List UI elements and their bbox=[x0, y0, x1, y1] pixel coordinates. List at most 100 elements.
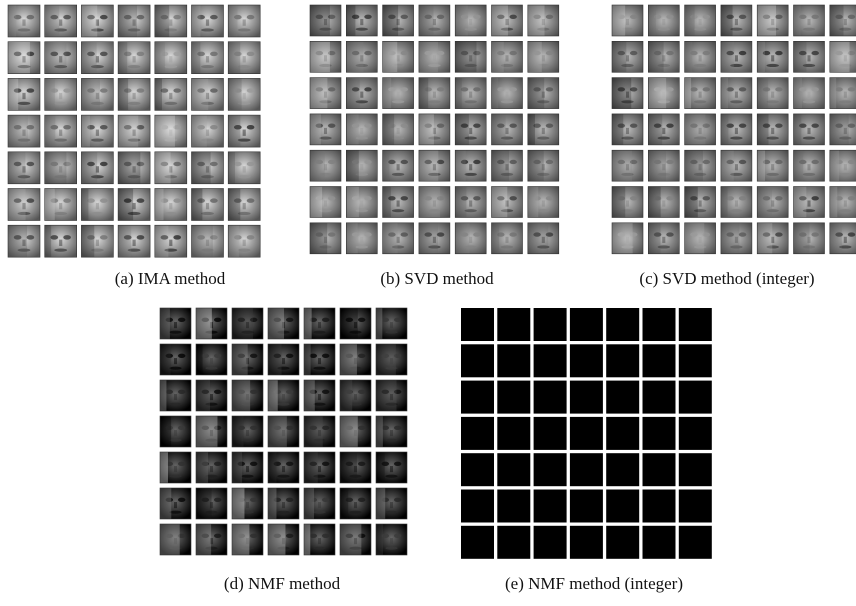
mouth bbox=[313, 511, 325, 514]
shading bbox=[794, 5, 801, 36]
face-image bbox=[268, 308, 299, 339]
shading bbox=[310, 187, 322, 218]
shading bbox=[612, 78, 631, 109]
face-image bbox=[794, 5, 825, 36]
eye bbox=[247, 125, 255, 129]
eye bbox=[328, 196, 335, 200]
shading bbox=[160, 416, 171, 447]
face-image bbox=[346, 78, 377, 109]
nose bbox=[505, 55, 508, 61]
nose bbox=[807, 200, 810, 206]
face-image bbox=[81, 152, 113, 184]
mouth bbox=[392, 209, 404, 212]
face-image bbox=[534, 417, 567, 450]
mouth bbox=[201, 65, 214, 68]
cell bbox=[643, 490, 676, 523]
eye bbox=[286, 390, 293, 394]
eye bbox=[546, 196, 553, 200]
face-image bbox=[376, 416, 407, 447]
cell bbox=[570, 344, 603, 377]
eye bbox=[214, 390, 221, 394]
nose bbox=[169, 56, 172, 62]
mouth bbox=[767, 64, 779, 67]
eye bbox=[100, 15, 108, 19]
face-grid bbox=[160, 308, 407, 555]
nose bbox=[59, 19, 62, 25]
face-image bbox=[612, 223, 643, 254]
shading bbox=[346, 78, 359, 109]
shading bbox=[528, 78, 544, 109]
cell bbox=[461, 526, 494, 559]
face-image bbox=[643, 490, 676, 523]
eye bbox=[210, 198, 218, 202]
face-image bbox=[528, 5, 559, 36]
eye bbox=[234, 162, 242, 166]
cell bbox=[643, 381, 676, 414]
eye bbox=[703, 160, 710, 164]
face-image bbox=[376, 344, 407, 375]
mouth bbox=[164, 65, 177, 68]
face-image bbox=[528, 187, 559, 218]
mouth bbox=[91, 212, 104, 215]
eye bbox=[546, 160, 553, 164]
shading bbox=[383, 5, 399, 36]
caption: (b) SVD method bbox=[380, 269, 494, 288]
eye bbox=[286, 498, 293, 502]
eye bbox=[739, 124, 746, 128]
shading bbox=[685, 223, 705, 254]
face-image bbox=[455, 5, 486, 36]
face-image bbox=[346, 187, 377, 218]
shading bbox=[346, 114, 358, 145]
face-image bbox=[192, 42, 224, 74]
mouth bbox=[54, 138, 67, 141]
shading bbox=[232, 308, 253, 339]
face-image bbox=[497, 417, 530, 450]
eye bbox=[666, 124, 673, 128]
face-image bbox=[679, 417, 712, 450]
eye bbox=[401, 15, 408, 19]
mouth bbox=[18, 28, 31, 31]
face-image bbox=[340, 308, 371, 339]
nose bbox=[542, 200, 545, 206]
nose bbox=[807, 128, 810, 134]
face-image bbox=[155, 115, 187, 147]
face-image bbox=[497, 453, 530, 486]
eye bbox=[358, 354, 365, 358]
face-image bbox=[232, 308, 263, 339]
face-image bbox=[497, 344, 530, 377]
eye bbox=[509, 87, 516, 91]
nose bbox=[354, 502, 357, 508]
eye bbox=[247, 235, 255, 239]
face-image bbox=[268, 488, 299, 519]
face-image bbox=[679, 344, 712, 377]
shading bbox=[648, 5, 656, 36]
cell bbox=[606, 417, 639, 450]
face-image bbox=[45, 78, 77, 110]
eye bbox=[630, 196, 637, 200]
face-image bbox=[304, 344, 335, 375]
eye bbox=[63, 125, 71, 129]
eye bbox=[739, 51, 746, 55]
nose bbox=[174, 322, 177, 328]
face-image bbox=[45, 225, 77, 257]
shading bbox=[196, 416, 217, 447]
mouth bbox=[428, 100, 440, 103]
face-image bbox=[45, 42, 77, 74]
nose bbox=[360, 19, 363, 25]
eye bbox=[666, 51, 673, 55]
eye bbox=[811, 15, 818, 19]
mouth bbox=[164, 102, 177, 105]
face-image bbox=[648, 114, 679, 145]
mouth bbox=[277, 511, 289, 514]
mouth bbox=[91, 138, 104, 141]
shading bbox=[492, 223, 500, 254]
face-image bbox=[8, 5, 40, 37]
shading bbox=[340, 488, 348, 519]
face-image bbox=[196, 416, 227, 447]
shading bbox=[228, 225, 239, 257]
shading bbox=[8, 189, 26, 221]
shading bbox=[160, 452, 168, 483]
eye bbox=[394, 426, 401, 430]
eye bbox=[726, 196, 733, 200]
face-image bbox=[340, 416, 371, 447]
